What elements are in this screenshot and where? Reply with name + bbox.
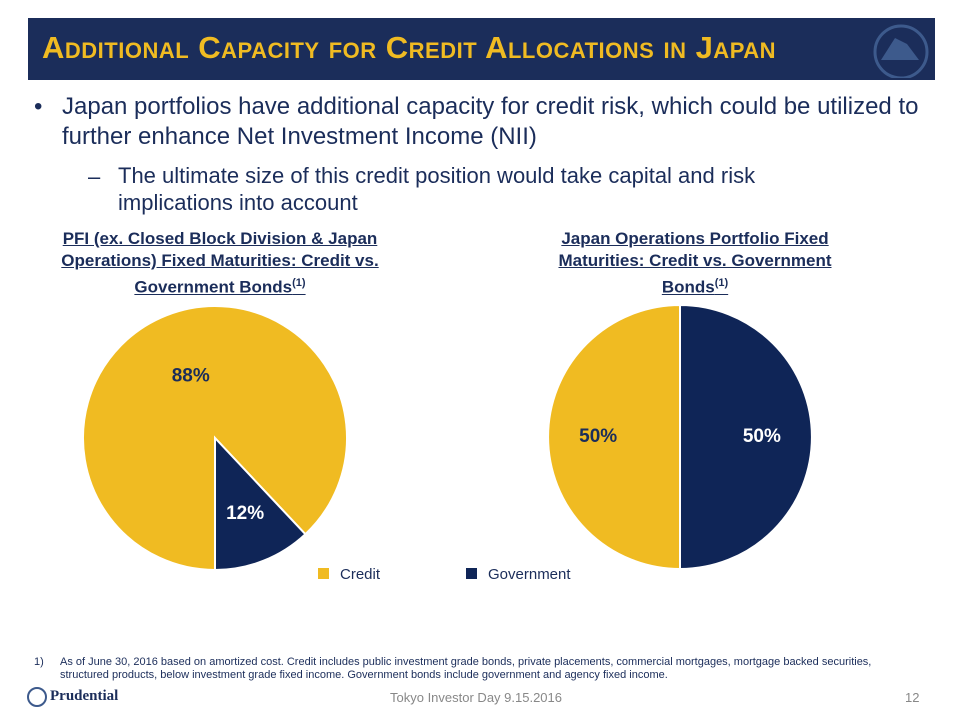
footer-event: Tokyo Investor Day 9.15.2016 (390, 690, 562, 705)
logo-mark (873, 24, 929, 78)
page-number: 12 (905, 690, 920, 705)
pie-slice (214, 435, 307, 572)
pie-slice (547, 303, 681, 571)
footnote-marker: 1) (34, 656, 44, 668)
legend-swatch (466, 568, 477, 579)
chart-title: PFI (ex. Closed Block Division & Japan O… (40, 228, 400, 299)
slide-title: Additional Capacity for Credit Allocatio… (42, 30, 777, 65)
legend-swatch (318, 568, 329, 579)
footer-logo (27, 687, 47, 707)
data-label: 50% (579, 426, 617, 447)
data-label: 50% (743, 426, 781, 447)
chart-title-text: Japan Operations Portfolio Fixed Maturit… (558, 229, 832, 297)
sub-bullet-marker: – (88, 164, 101, 189)
sub-bullet-text: The ultimate size of this credit positio… (118, 163, 756, 215)
header-bar: Additional Capacity for Credit Allocatio… (28, 18, 935, 80)
legend-label: Credit (340, 566, 381, 583)
data-label: 12% (226, 503, 264, 524)
pie-slice (679, 303, 813, 571)
footer-company: Prudential (50, 688, 119, 704)
footnote-text: As of June 30, 2016 based on amortized c… (60, 656, 872, 681)
chart-title-note: (1) (292, 277, 306, 289)
bullet-marker: • (34, 93, 43, 120)
bullet-text: Japan portfolios have additional capacit… (62, 93, 919, 150)
chart-title-note: (1) (714, 277, 729, 289)
data-label: 88% (172, 366, 210, 387)
legend-label: Government (488, 566, 571, 583)
chart-title: Japan Operations Portfolio Fixed Maturit… (545, 228, 845, 299)
chart-title-text: PFI (ex. Closed Block Division & Japan O… (61, 229, 379, 297)
